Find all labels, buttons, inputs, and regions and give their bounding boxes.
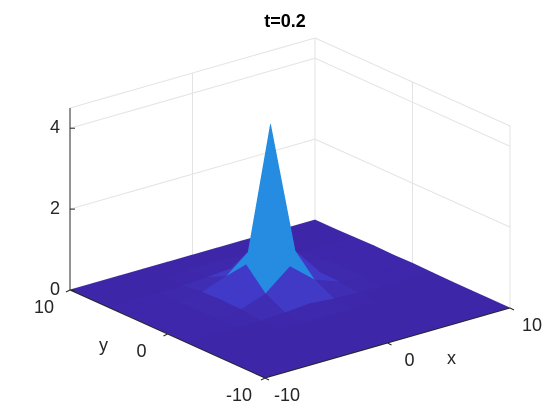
- x-tick-label: 10: [522, 315, 542, 335]
- y-tick-label: -10: [226, 385, 252, 405]
- x-tick: [264, 377, 270, 381]
- z-tick-label: 4: [50, 117, 60, 137]
- x-tick-label: 0: [404, 350, 414, 370]
- x-tick: [509, 307, 515, 311]
- z-tick-label: 2: [50, 198, 60, 218]
- grid-line: [314, 57, 511, 147]
- x-tick-label: -10: [274, 385, 300, 405]
- y-tick: [163, 333, 168, 337]
- y-tick-label: 10: [34, 297, 54, 317]
- y-tick: [65, 289, 71, 293]
- grid-line: [69, 57, 316, 129]
- y-tick-label: 0: [136, 341, 146, 361]
- x-axis-label: x: [447, 348, 456, 368]
- x-tick: [387, 342, 392, 346]
- grid-line: [314, 138, 511, 228]
- chart-title: t=0.2: [264, 11, 306, 31]
- y-tick: [260, 377, 266, 381]
- y-axis-label: y: [99, 335, 108, 355]
- z-tick-label: 0: [50, 279, 60, 299]
